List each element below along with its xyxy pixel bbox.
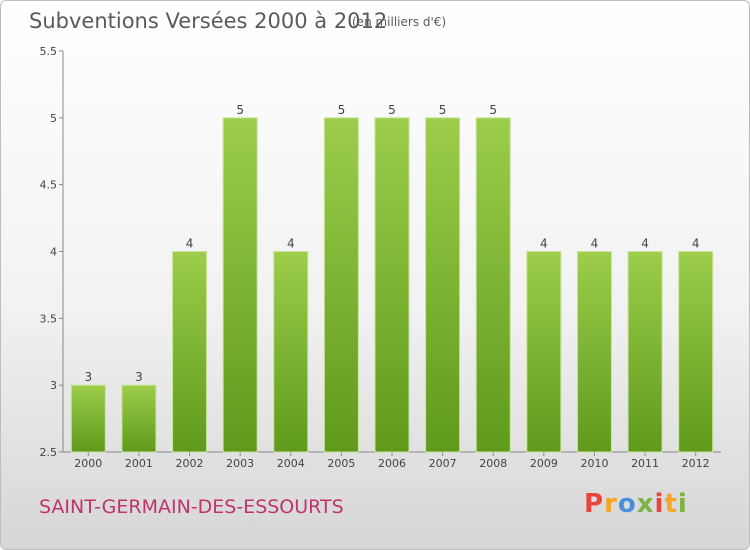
bar-value-label: 4 <box>591 237 599 251</box>
x-tick-label: 2000 <box>74 457 102 470</box>
bar <box>475 117 511 453</box>
bar-value-label: 4 <box>692 237 700 251</box>
bar <box>576 251 612 453</box>
bar-value-label: 3 <box>84 370 92 384</box>
x-tick-label: 2009 <box>530 457 558 470</box>
bar <box>172 251 208 453</box>
logo-letter: i <box>654 489 665 519</box>
bars-group: 3 3 4 5 4 5 5 5 5 4 4 4 4 <box>70 103 714 453</box>
x-tick-label: 2007 <box>429 457 457 470</box>
y-tick-label: 5 <box>50 112 57 125</box>
y-tick-label: 3.5 <box>40 312 58 325</box>
proxiti-logo[interactable]: Proxiti <box>584 489 688 519</box>
logo-letter: i <box>677 489 688 519</box>
x-tick-label: 2005 <box>327 457 355 470</box>
x-tick-label: 2001 <box>125 457 153 470</box>
bar <box>222 117 258 453</box>
y-tick-label: 2.5 <box>40 446 58 459</box>
x-tick-label: 2012 <box>682 457 710 470</box>
logo-letter: o <box>617 489 637 519</box>
logo-letter: x <box>636 489 655 519</box>
bar <box>121 384 157 453</box>
chart-subtitle: (en milliers d'€) <box>352 15 447 29</box>
commune-name: SAINT-GERMAIN-DES-ESSOURTS <box>39 496 344 518</box>
bar <box>374 117 410 453</box>
y-tick-label: 3 <box>50 379 57 392</box>
bar-value-label: 4 <box>186 237 194 251</box>
y-tick-label: 4 <box>50 246 57 259</box>
x-tick-label: 2008 <box>479 457 507 470</box>
x-tick-label: 2003 <box>226 457 254 470</box>
x-tick-label: 2004 <box>277 457 305 470</box>
x-tick-label: 2002 <box>176 457 204 470</box>
x-tick-label: 2006 <box>378 457 406 470</box>
y-tick-label: 4.5 <box>40 179 58 192</box>
bar-value-label: 5 <box>338 103 346 117</box>
bar-value-label: 5 <box>489 103 497 117</box>
bar-value-label: 4 <box>641 237 649 251</box>
y-tick-label: 5.5 <box>40 45 58 58</box>
bar <box>627 251 663 453</box>
bar <box>425 117 461 453</box>
bar <box>678 251 714 453</box>
logo-letter: P <box>584 489 605 519</box>
logo-letter: r <box>604 489 618 519</box>
bar-value-label: 4 <box>540 237 548 251</box>
bar <box>526 251 562 453</box>
bar-value-label: 5 <box>388 103 396 117</box>
bar-value-label: 5 <box>439 103 447 117</box>
bar-value-label: 4 <box>287 237 295 251</box>
bar <box>323 117 359 453</box>
bar-value-label: 5 <box>236 103 244 117</box>
x-tick-label: 2010 <box>580 457 608 470</box>
chart-title: Subventions Versées 2000 à 2012 <box>29 9 388 33</box>
x-tick-label: 2011 <box>631 457 659 470</box>
bar <box>70 384 106 453</box>
logo-letter: t <box>664 489 678 519</box>
bar-value-label: 3 <box>135 370 143 384</box>
axes: 2.5 3 3.5 4 4.5 5 5.5 2000 2001 2002 2003 2004 2005 2… <box>40 45 721 470</box>
bar <box>273 251 309 453</box>
